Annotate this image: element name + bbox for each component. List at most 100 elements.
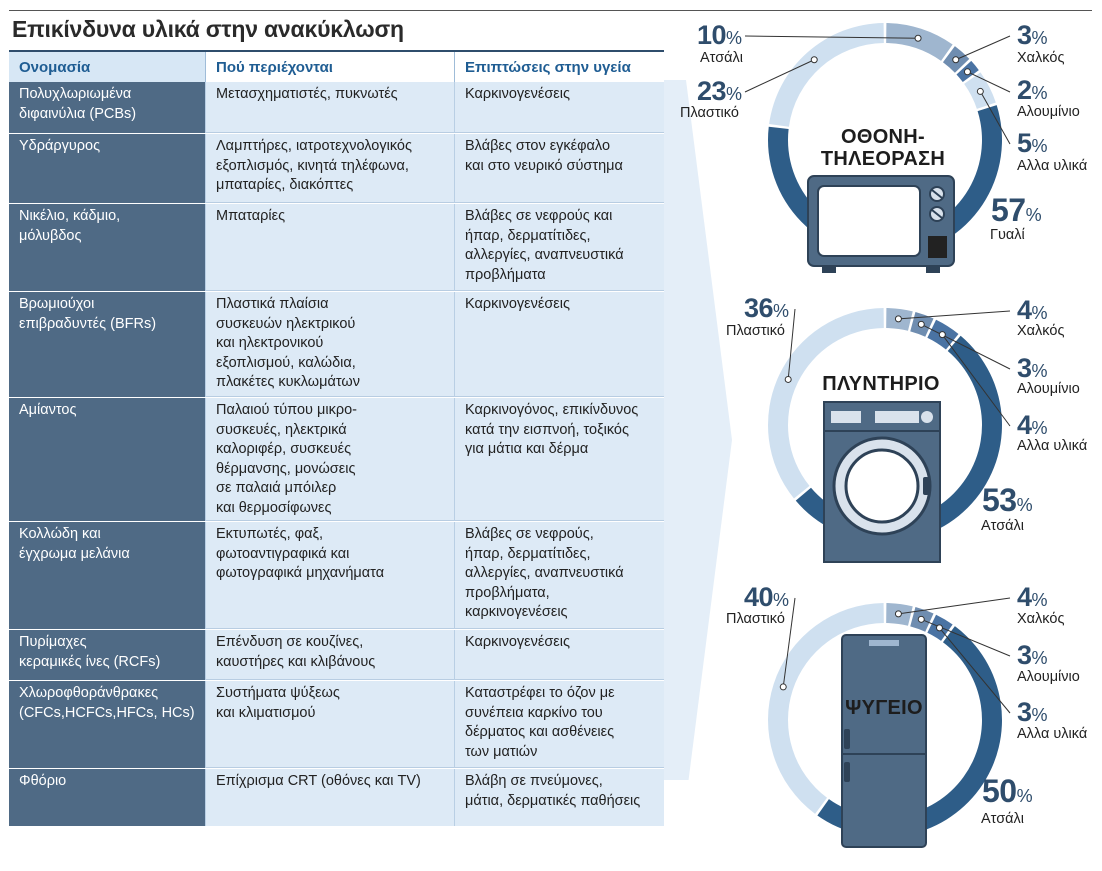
pct-label: 36% — [744, 293, 790, 323]
leader-dot — [894, 610, 902, 618]
cell-where: Επένδυση σε κουζίνες, καυστήρες και κλιβ… — [205, 630, 454, 680]
pct-label: 23% — [697, 76, 743, 106]
washing-machine-icon — [823, 401, 941, 563]
leader-line — [782, 597, 796, 688]
slice-label: Χαλκός — [1017, 611, 1065, 627]
top-rule — [9, 10, 1092, 11]
table-row: Πυρίμαχες κεραμικές ίνες (RCFs) Επένδυση… — [9, 630, 664, 681]
slice-label: Πλαστικό — [726, 323, 785, 339]
pct-label: 2% — [1017, 75, 1048, 105]
table-row: Πολυχλωριωμένα διφαινύλια (PCBs) Μετασχη… — [9, 82, 664, 134]
leader-dot — [938, 331, 946, 339]
cell-where: Συστήματα ψύξεως και κλιματισμού — [205, 681, 454, 768]
slice-label: Αλουμίνιο — [1017, 669, 1080, 685]
leader-line — [787, 308, 796, 380]
donut-slice — [817, 626, 1002, 837]
leader-dot — [894, 315, 902, 323]
leader-line — [898, 597, 1011, 615]
leader-line — [979, 91, 1011, 145]
leader-dot — [963, 68, 971, 76]
pct-label: 4% — [1017, 582, 1048, 612]
cell-effects: Καρκινογενέσεις — [454, 630, 664, 680]
pct-label: 50% — [982, 773, 1033, 809]
cell-name: Χλωροφθοράνθρακες (CFCs,HCFCs,HFCs, HCs) — [9, 681, 205, 768]
chart-title-tv: ΟΘΟΝΗ- ΤΗΛΕΟΡΑΣΗ — [820, 126, 946, 170]
leader-line — [967, 71, 1011, 93]
leader-line — [898, 310, 1011, 320]
table-header: Ονομασία Πού περιέχονται Επιπτώσεις στην… — [9, 52, 664, 82]
donut-slice — [768, 308, 884, 499]
slice-label: Ατσάλι — [700, 50, 743, 66]
tv-icon — [807, 175, 955, 273]
slice-label: Αλουμίνιο — [1017, 104, 1080, 120]
cell-name: Νικέλιο, κάδμιο, μόλυβδος — [9, 204, 205, 291]
leader-line — [744, 59, 815, 93]
pct-label: 57% — [991, 192, 1042, 228]
cell-where: Πλαστικά πλαίσια συσκευών ηλεκτρικού και… — [205, 292, 454, 397]
cell-name: Πολυχλωριωμένα διφαινύλια (PCBs) — [9, 82, 205, 133]
leader-line — [744, 35, 919, 39]
leader-dot — [914, 34, 922, 42]
cell-where: Μπαταρίες — [205, 204, 454, 291]
header-effects: Επιπτώσεις στην υγεία — [454, 52, 664, 82]
leader-line — [955, 35, 1011, 61]
slice-label: Γυαλί — [990, 227, 1025, 243]
slice-label: Χαλκός — [1017, 50, 1065, 66]
leader-dot — [784, 375, 792, 383]
cell-name: Υδράργυρος — [9, 134, 205, 203]
donut-slice — [768, 603, 884, 814]
leader-dot — [952, 56, 960, 64]
pct-label: 3% — [1017, 20, 1048, 50]
leader-dot — [779, 683, 787, 691]
slice-label: Αλλα υλικά — [1017, 726, 1088, 742]
slice-label: Χαλκός — [1017, 323, 1065, 339]
header-name: Ονομασία — [9, 52, 205, 82]
cell-name: Φθόριο — [9, 769, 205, 826]
table-row: Κολλώδη και έγχρωμα μελάνια Εκτυπωτές, φ… — [9, 522, 664, 630]
leader-dot — [935, 624, 943, 632]
cell-name: Αμίαντος — [9, 398, 205, 521]
connector-arrow — [664, 80, 732, 780]
slice-label: Πλαστικό — [726, 611, 785, 627]
table-row: Νικέλιο, κάδμιο, μόλυβδος Μπαταρίες Βλάβ… — [9, 204, 664, 292]
table-row: Υδράργυρος Λαμπτήρες, ιατροτεχνολογικός … — [9, 134, 664, 204]
donut-slice — [769, 23, 884, 127]
pct-label: 10% — [697, 20, 743, 50]
cell-where: Εκτυπωτές, φαξ, φωτοαντιγραφικά και φωτο… — [205, 522, 454, 629]
donut-slice — [886, 23, 953, 61]
table-row: Βρωμιούχοι επιβραδυντές (BFRs) Πλαστικά … — [9, 292, 664, 398]
materials-table: Ονομασία Πού περιέχονται Επιπτώσεις στην… — [9, 52, 664, 827]
chart-title-washer: ΠΛΥΝΤΗΡΙΟ — [822, 373, 940, 395]
cell-name: Βρωμιούχοι επιβραδυντές (BFRs) — [9, 292, 205, 397]
cell-effects: Βλάβες σε νεφρούς και ήπαρ, δερματίτιδες… — [454, 204, 664, 291]
leader-dot — [810, 56, 818, 64]
cell-name: Πυρίμαχες κεραμικές ίνες (RCFs) — [9, 630, 205, 680]
cell-effects: Βλάβες σε νεφρούς, ήπαρ, δερματίτιδες, α… — [454, 522, 664, 629]
pct-label: 3% — [1017, 640, 1048, 670]
table-row: Αμίαντος Παλαιού τύπου μικρο- συσκευές, … — [9, 398, 664, 522]
pct-label: 4% — [1017, 410, 1048, 440]
leader-line — [921, 618, 1011, 657]
pct-label: 4% — [1017, 295, 1048, 325]
cell-effects: Καταστρέφει το όζον με συνέπεια καρκίνο … — [454, 681, 664, 768]
slice-label: Ατσάλι — [981, 811, 1024, 827]
cell-name: Κολλώδη και έγχρωμα μελάνια — [9, 522, 205, 629]
cell-where: Μετασχηματιστές, πυκνωτές — [205, 82, 454, 133]
table-row: Φθόριο Επίχρισμα CRT (οθόνες και TV) Βλά… — [9, 769, 664, 827]
slice-label: Ατσάλι — [981, 518, 1024, 534]
pct-label: 40% — [744, 582, 790, 612]
pct-label: 3% — [1017, 353, 1048, 383]
chart-title-fridge: ΨΥΓΕΙΟ — [845, 697, 923, 719]
leader-dot — [917, 615, 925, 623]
slice-label: Αλλα υλικά — [1017, 158, 1088, 174]
cell-effects: Καρκινογενέσεις — [454, 82, 664, 133]
cell-effects: Βλάβες στον εγκέφαλο και στο νευρικό σύσ… — [454, 134, 664, 203]
fridge-icon — [841, 634, 927, 848]
pct-label: 53% — [982, 482, 1033, 518]
title-rule — [9, 50, 664, 52]
cell-where: Παλαιού τύπου μικρο- συσκευές, ηλεκτρικά… — [205, 398, 454, 521]
cell-effects: Καρκινογενέσεις — [454, 292, 664, 397]
cell-effects: Βλάβη σε πνεύμονες, μάτια, δερματικές πα… — [454, 769, 664, 826]
pct-label: 3% — [1017, 697, 1048, 727]
leader-line — [939, 627, 1011, 714]
